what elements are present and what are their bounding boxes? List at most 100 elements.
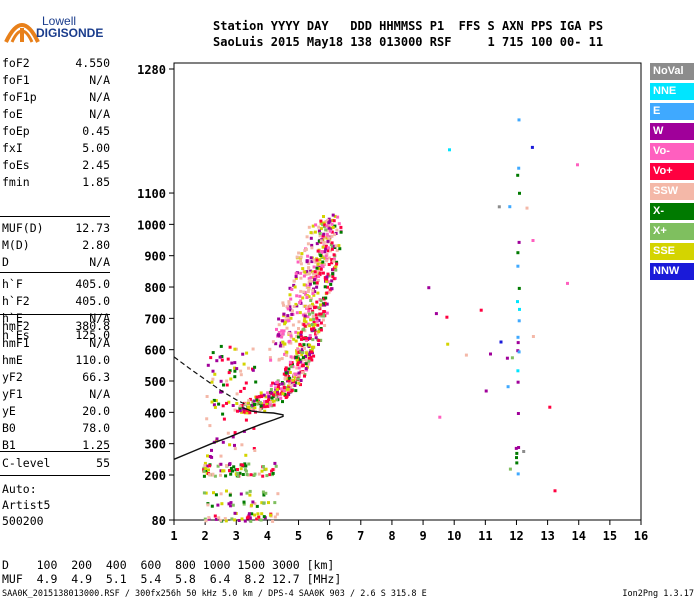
echo-dot [244, 453, 248, 457]
echo-dot [530, 145, 534, 149]
echo-dot [316, 323, 320, 327]
echo-dot [311, 292, 315, 295]
echo-dot [236, 471, 240, 475]
echo-dot [281, 400, 284, 404]
echo-dot [308, 334, 312, 338]
echo-dot [489, 352, 492, 356]
echo-dot [313, 281, 316, 285]
echo-dot [334, 264, 338, 268]
echo-dot [281, 340, 285, 344]
echo-dot [299, 332, 303, 336]
echo-dot [330, 234, 334, 238]
echo-dot [505, 356, 509, 360]
echo-dot [202, 466, 206, 470]
echo-dot [219, 454, 223, 458]
echo-dot [251, 347, 255, 351]
echo-dot [332, 259, 336, 263]
legend-item: Vo- [650, 143, 694, 160]
echo-dot [285, 305, 289, 309]
echo-dot [293, 285, 297, 289]
echo-dot [306, 315, 310, 319]
echo-dot [309, 299, 313, 302]
legend-item: SSE [650, 243, 694, 260]
echo-dot [329, 249, 333, 253]
echo-dot [211, 369, 215, 373]
echo-dot [207, 516, 211, 520]
echo-dot [264, 491, 268, 495]
echo-dot [313, 278, 316, 282]
echo-dot [214, 493, 218, 497]
echo-dot [248, 493, 252, 497]
echo-dot [323, 263, 327, 267]
echo-dot [239, 467, 243, 471]
echo-dot [260, 512, 264, 516]
echo-dot [251, 405, 254, 409]
x-tick-label: 9 [419, 529, 426, 543]
echo-dot [325, 224, 329, 228]
echo-dot [301, 371, 305, 375]
echo-dot [270, 404, 274, 408]
echo-dot [515, 456, 518, 460]
echo-dot [263, 400, 267, 404]
echo-dot [242, 386, 246, 390]
echo-dot [205, 395, 209, 398]
echo-dot [250, 503, 253, 507]
echo-dot [260, 395, 264, 398]
echo-dot [288, 381, 292, 385]
echo-dot [217, 402, 221, 406]
echo-dot [297, 366, 301, 370]
echo-dot [289, 316, 293, 320]
echo-dot [324, 254, 328, 258]
param-row: fxI 5.00 [2, 141, 110, 160]
echo-dot [516, 173, 520, 177]
echo-dot [233, 443, 236, 447]
echo-dot [210, 504, 214, 508]
echo-dot [516, 412, 520, 415]
echo-dot [247, 405, 250, 409]
param-value: 0.45 [82, 124, 110, 138]
echo-dot [202, 469, 206, 473]
param-name: foEs [2, 158, 30, 172]
echo-dot [290, 287, 294, 291]
param-name: fxI [2, 141, 23, 155]
x-tick-label: 11 [478, 529, 492, 543]
echo-dot [517, 286, 521, 290]
echo-dot [307, 280, 311, 284]
echo-dot [218, 355, 222, 359]
echo-dot [316, 279, 320, 282]
echo-dot [310, 327, 313, 331]
echo-dot [314, 336, 318, 340]
echo-dot [254, 380, 258, 384]
echo-dot [286, 387, 290, 391]
echo-dot [311, 288, 315, 292]
echo-dot [253, 406, 257, 410]
echo-dot [331, 275, 335, 279]
param-value: 2.80 [82, 238, 110, 252]
echo-dot [510, 356, 514, 360]
param-value: 2.45 [82, 158, 110, 172]
param-name: foE [2, 107, 23, 121]
echo-dot [248, 397, 252, 401]
legend-item: SSW [650, 183, 694, 200]
echo-dot [241, 352, 245, 356]
echo-dot [301, 351, 305, 354]
echo-dot [298, 358, 302, 362]
echo-dot [284, 373, 288, 377]
echo-dot [312, 272, 316, 275]
echo-dot [323, 301, 327, 305]
echo-dot [239, 373, 243, 377]
echo-dot [287, 331, 290, 335]
param-row: foEs 2.45 [2, 158, 110, 177]
echo-dot [222, 383, 225, 387]
param-row: foF1p N/A [2, 90, 110, 109]
echo-dot [319, 227, 323, 231]
echo-dot [326, 249, 330, 253]
echo-dot [285, 395, 289, 399]
echo-dot [531, 335, 535, 338]
echo-dot [311, 345, 314, 349]
echo-dot [222, 417, 226, 421]
echo-dot [326, 218, 330, 222]
echo-dot [280, 382, 284, 386]
echo-dot [321, 271, 325, 275]
echo-dot [221, 469, 225, 473]
